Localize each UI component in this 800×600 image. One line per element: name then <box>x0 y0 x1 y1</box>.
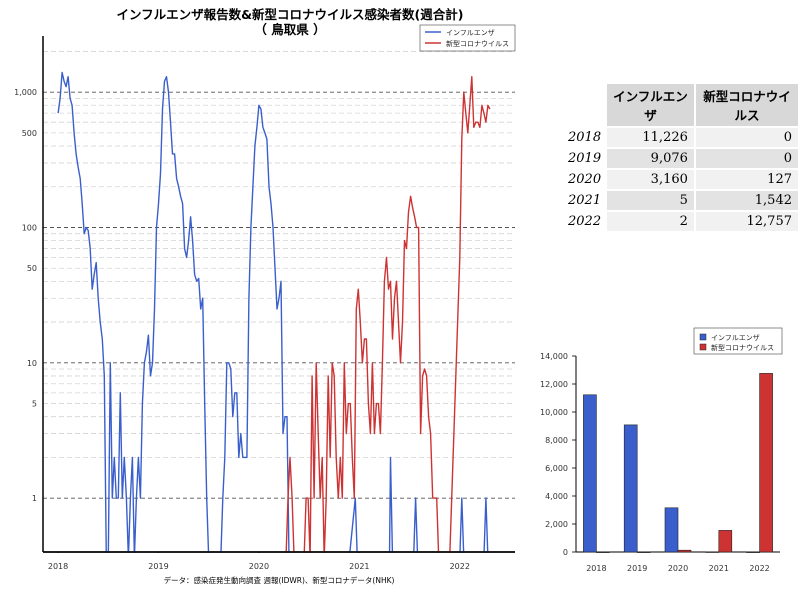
table-covid-cell: 127 <box>694 168 800 190</box>
bar-x-tick-label: 2021 <box>709 564 729 573</box>
table-year-cell: 2019 <box>562 147 608 169</box>
bar-influenza <box>664 507 679 553</box>
bar-covid <box>718 530 733 553</box>
table-covid-cell: 0 <box>694 126 800 148</box>
bar-legend-swatch <box>699 343 707 351</box>
bar-covid <box>759 373 773 553</box>
covid-line <box>284 75 491 559</box>
y-tick-label: 5 <box>32 400 37 409</box>
table-header-row: インフルエンザ 新型コロナウイルス <box>562 84 800 127</box>
table-year-cell: 2020 <box>562 168 608 190</box>
x-tick-label: 2018 <box>48 562 68 571</box>
chart-subtitle: （ 鳥取県 ） <box>254 22 326 37</box>
table-row: 2019 9,076 0 <box>562 147 800 169</box>
table-header-covid: 新型コロナウイルス <box>694 84 800 127</box>
bar-influenza <box>746 551 760 553</box>
bar-y-tick-label: 6,000 <box>545 464 568 473</box>
y-tick-label: 500 <box>22 129 37 138</box>
bar-legend-box <box>693 327 783 355</box>
yearly-totals-table: インフルエンザ 新型コロナウイルス 2018 11,226 0 2019 9,0… <box>562 84 800 231</box>
bar-influenza <box>623 424 638 553</box>
y-tick-label: 1 <box>32 494 37 503</box>
table-covid-cell: 1,542 <box>694 189 800 211</box>
line-legend-label: インフルエンザ <box>446 29 495 37</box>
bar-x-tick-label: 2018 <box>586 564 606 573</box>
table-year-cell: 2022 <box>562 210 608 231</box>
line-legend-label: 新型コロナウイルス <box>446 39 509 48</box>
table-influenza-cell: 3,160 <box>606 168 696 190</box>
table-influenza-cell: 5 <box>606 189 696 211</box>
table-year-cell: 2018 <box>562 126 608 148</box>
bar-legend-swatch <box>699 333 707 341</box>
bar-y-tick-label: 4,000 <box>545 492 568 501</box>
bar-x-tick-label: 2022 <box>749 564 769 573</box>
line-legend-box <box>419 24 516 52</box>
bar-legend-label: インフルエンザ <box>711 334 760 342</box>
x-tick-label: 2020 <box>249 562 269 571</box>
x-tick-label: 2019 <box>148 562 168 571</box>
bar-y-tick-label: 2,000 <box>545 520 568 529</box>
table-year-cell: 2021 <box>562 189 608 211</box>
table-header-influenza: インフルエンザ <box>606 84 696 127</box>
bar-legend-label: 新型コロナウイルス <box>711 343 774 352</box>
x-tick-label: 2021 <box>349 562 369 571</box>
bar-x-tick-label: 2019 <box>627 564 647 573</box>
table-covid-cell: 0 <box>694 147 800 169</box>
bar-y-tick-label: 12,000 <box>540 380 568 389</box>
y-tick-label: 10 <box>27 359 37 368</box>
y-tick-label: 100 <box>22 223 37 232</box>
table-row: 2020 3,160 127 <box>562 168 800 190</box>
bar-covid <box>636 551 651 553</box>
axis-mask <box>44 553 516 561</box>
x-tick-label: 2022 <box>450 562 470 571</box>
covid-series <box>284 75 491 559</box>
table-row: 2022 2 12,757 <box>562 210 800 231</box>
bar-y-tick-label: 0 <box>563 548 568 557</box>
y-tick-label: 1,000 <box>14 88 37 97</box>
table-influenza-cell: 11,226 <box>606 126 696 148</box>
table-row: 2018 11,226 0 <box>562 126 800 148</box>
table-corner-cell <box>562 84 608 127</box>
bar-y-tick-label: 14,000 <box>540 352 568 361</box>
table-covid-cell: 12,757 <box>694 210 800 231</box>
influenza-series <box>57 71 510 559</box>
bar-y-tick-label: 10,000 <box>540 408 568 417</box>
table-influenza-cell: 2 <box>606 210 696 231</box>
influenza-line <box>57 71 510 559</box>
chart-title: インフルエンザ報告数&新型コロナウイルス感染者数(週合計) <box>116 7 464 22</box>
bar-covid <box>596 551 610 553</box>
bar-x-tick-label: 2020 <box>668 564 688 573</box>
table-influenza-cell: 9,076 <box>606 147 696 169</box>
table-row: 2021 5 1,542 <box>562 189 800 211</box>
bar-y-tick-label: 8,000 <box>545 436 568 445</box>
source-note: データ：感染症発生動向調査 週報(IDWR)、新型コロナデータ(NHK) <box>163 576 395 585</box>
y-tick-label: 50 <box>27 264 37 273</box>
bar-influenza <box>705 551 720 553</box>
bar-covid <box>677 549 692 553</box>
bar-influenza <box>583 394 597 553</box>
